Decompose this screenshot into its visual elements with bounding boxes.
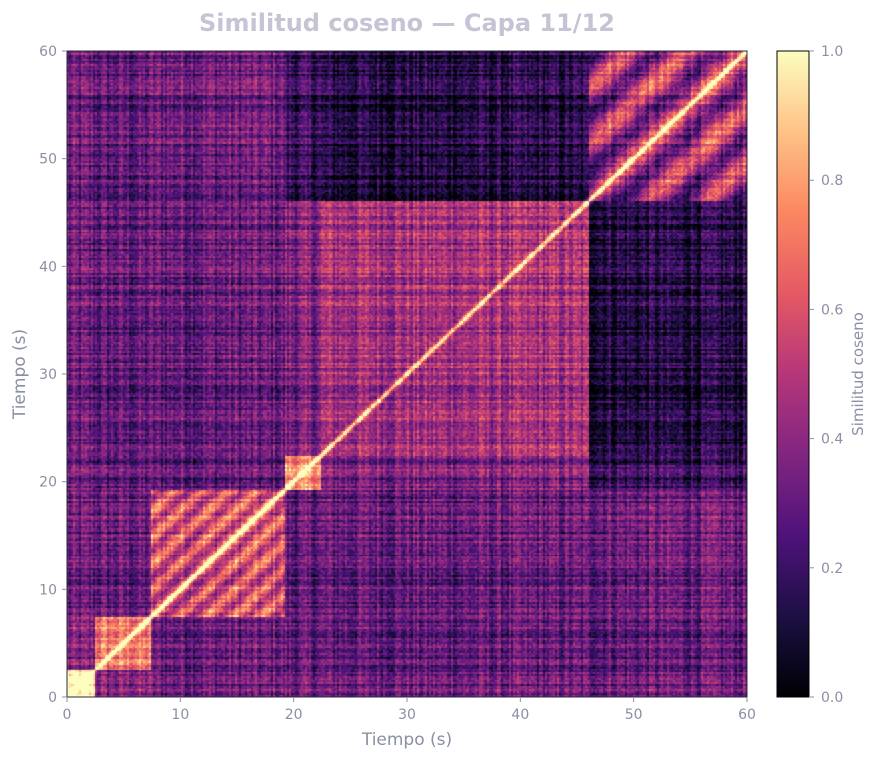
colorbar-tick-label: 1.0 bbox=[821, 44, 843, 60]
y-axis: 0 10 20 30 40 50 60 bbox=[39, 44, 67, 706]
colorbar-tick-label: 0.2 bbox=[821, 561, 843, 577]
chart-title: Similitud coseno — Capa 11/12 bbox=[199, 9, 615, 37]
x-tick-label: 0 bbox=[63, 707, 72, 723]
x-tick-label: 50 bbox=[625, 707, 643, 723]
x-axis-label: Tiempo (s) bbox=[361, 730, 452, 750]
y-tick-label: 40 bbox=[39, 259, 57, 275]
heatmap-container bbox=[67, 51, 747, 697]
x-tick-label: 10 bbox=[171, 707, 189, 723]
x-tick-label: 30 bbox=[398, 707, 416, 723]
colorbar-tick-label: 0.4 bbox=[821, 432, 843, 448]
y-tick-label: 20 bbox=[39, 475, 57, 491]
colorbar-label: Similitud coseno bbox=[849, 312, 867, 436]
y-tick-label: 0 bbox=[48, 690, 57, 706]
x-tick-label: 40 bbox=[511, 707, 529, 723]
colorbar-tick-label: 0.0 bbox=[821, 690, 843, 706]
x-axis: 0 10 20 30 40 50 60 bbox=[63, 697, 756, 723]
y-tick-label: 10 bbox=[39, 582, 57, 598]
y-tick-label: 60 bbox=[39, 44, 57, 60]
x-tick-label: 20 bbox=[285, 707, 303, 723]
heatmap-image bbox=[67, 51, 747, 697]
colorbar-tick-label: 0.6 bbox=[821, 302, 843, 318]
colorbar-tick-label: 0.8 bbox=[821, 173, 843, 189]
colorbar-axis: 0.0 0.2 0.4 0.6 0.8 1.0 bbox=[809, 44, 843, 706]
x-tick-label: 60 bbox=[738, 707, 756, 723]
y-tick-label: 30 bbox=[39, 367, 57, 383]
y-axis-label: Tiempo (s) bbox=[10, 329, 30, 420]
y-tick-label: 50 bbox=[39, 152, 57, 168]
colorbar bbox=[776, 50, 810, 698]
